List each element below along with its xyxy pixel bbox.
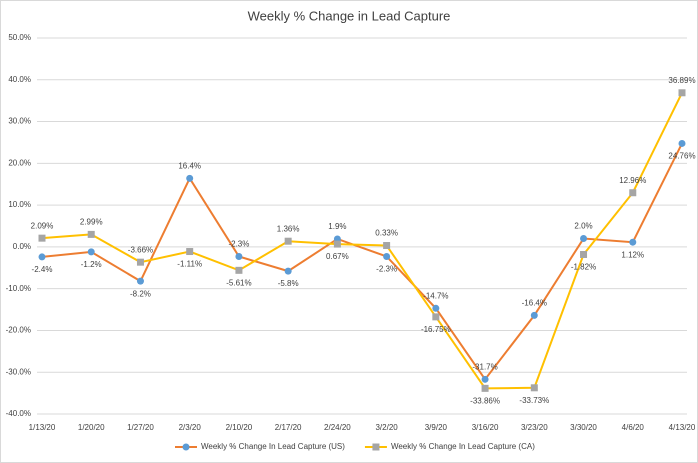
data-label: -2.3% bbox=[376, 265, 397, 274]
data-label: -33.86% bbox=[470, 396, 500, 405]
data-label: -1.82% bbox=[571, 263, 596, 272]
data-label: 1.12% bbox=[621, 250, 644, 259]
data-label: 1.36% bbox=[277, 224, 300, 233]
marker bbox=[136, 258, 144, 266]
x-tick-label: 2/24/20 bbox=[324, 423, 351, 432]
x-tick-label: 3/30/20 bbox=[570, 423, 597, 432]
data-label: 0.67% bbox=[326, 252, 349, 261]
marker bbox=[87, 230, 95, 238]
x-tick-label: 3/23/20 bbox=[521, 423, 548, 432]
marker bbox=[530, 311, 538, 319]
marker bbox=[186, 174, 194, 182]
marker bbox=[235, 266, 243, 274]
x-tick-label: 3/2/20 bbox=[375, 423, 398, 432]
x-tick-label: 2/17/20 bbox=[275, 423, 302, 432]
data-label: 24.76% bbox=[668, 152, 695, 161]
x-tick-label: 4/6/20 bbox=[622, 423, 645, 432]
x-tick-label: 2/3/20 bbox=[179, 423, 202, 432]
marker bbox=[530, 384, 538, 392]
y-tick-label: -40.0% bbox=[6, 409, 31, 418]
x-tick-label: 1/13/20 bbox=[29, 423, 56, 432]
marker bbox=[38, 253, 46, 261]
data-label: -14.7% bbox=[423, 291, 448, 300]
y-tick-label: -30.0% bbox=[6, 367, 31, 376]
marker bbox=[284, 267, 292, 275]
data-label: 36.89% bbox=[668, 76, 695, 85]
x-tick-label: 1/27/20 bbox=[127, 423, 154, 432]
y-tick-label: 50.0% bbox=[8, 33, 31, 42]
y-tick-label: 20.0% bbox=[8, 158, 31, 167]
marker bbox=[186, 248, 194, 256]
data-label: 0.33% bbox=[375, 229, 398, 238]
marker bbox=[333, 240, 341, 248]
marker bbox=[432, 304, 440, 312]
data-label: 16.4% bbox=[178, 161, 201, 170]
marker bbox=[629, 189, 637, 197]
series-line bbox=[41, 143, 683, 382]
marker bbox=[580, 235, 588, 243]
marker bbox=[432, 313, 440, 321]
x-tick-label: 4/13/20 bbox=[669, 423, 696, 432]
marker bbox=[678, 139, 686, 147]
y-tick-label: -10.0% bbox=[6, 284, 31, 293]
data-label: -2.4% bbox=[32, 265, 53, 274]
y-tick-label: -20.0% bbox=[6, 326, 31, 335]
x-tick-label: 3/9/20 bbox=[425, 423, 448, 432]
data-label: -33.73% bbox=[519, 396, 549, 405]
data-label: 12.96% bbox=[619, 176, 646, 185]
marker bbox=[678, 89, 686, 97]
legend-marker bbox=[372, 443, 380, 451]
marker bbox=[235, 252, 243, 260]
data-label: 2.0% bbox=[574, 222, 592, 231]
chart-title: Weekly % Change in Lead Capture bbox=[248, 8, 451, 23]
marker bbox=[580, 250, 588, 258]
y-tick-label: 30.0% bbox=[8, 117, 31, 126]
marker bbox=[284, 237, 292, 245]
marker bbox=[383, 252, 391, 260]
legend-label: Weekly % Change In Lead Capture (CA) bbox=[391, 442, 535, 451]
marker bbox=[136, 277, 144, 285]
data-label: 2.99% bbox=[80, 218, 103, 227]
data-label: -8.2% bbox=[130, 289, 151, 298]
y-tick-label: 40.0% bbox=[8, 75, 31, 84]
data-label: -16.4% bbox=[522, 299, 547, 308]
marker bbox=[383, 242, 391, 250]
marker bbox=[87, 248, 95, 256]
y-tick-label: 0.0% bbox=[13, 242, 31, 251]
data-label: -3.66% bbox=[128, 245, 153, 254]
data-label: -1.2% bbox=[81, 260, 102, 269]
data-label: -5.8% bbox=[278, 279, 299, 288]
marker bbox=[38, 234, 46, 242]
marker bbox=[481, 384, 489, 392]
x-tick-label: 1/20/20 bbox=[78, 423, 105, 432]
x-tick-label: 2/10/20 bbox=[226, 423, 253, 432]
marker bbox=[481, 375, 489, 383]
y-tick-label: 10.0% bbox=[8, 200, 31, 209]
legend-label: Weekly % Change In Lead Capture (US) bbox=[201, 442, 345, 451]
data-label: -5.61% bbox=[226, 278, 251, 287]
data-label: -31.7% bbox=[472, 362, 497, 371]
series-line bbox=[41, 92, 683, 390]
data-label: 1.9% bbox=[328, 222, 346, 231]
data-label: 2.09% bbox=[31, 221, 54, 230]
data-label: -2.3% bbox=[228, 240, 249, 249]
marker bbox=[629, 238, 637, 246]
x-tick-label: 3/16/20 bbox=[472, 423, 499, 432]
data-label: -1.11% bbox=[177, 260, 202, 269]
legend-marker bbox=[182, 443, 190, 451]
data-label: -16.75% bbox=[421, 325, 451, 334]
